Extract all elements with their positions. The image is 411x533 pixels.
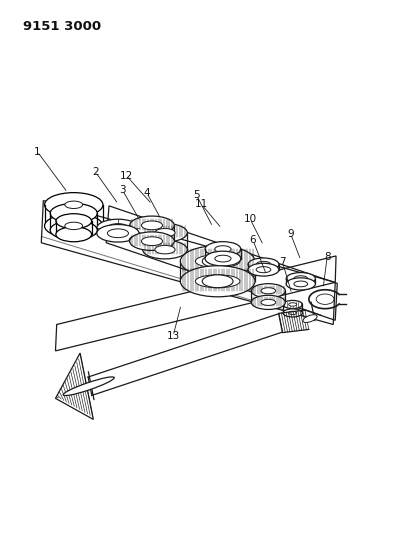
Ellipse shape [215,255,231,262]
Ellipse shape [294,281,308,287]
Text: 6: 6 [249,235,256,245]
Text: 7: 7 [279,257,286,267]
Ellipse shape [294,276,308,281]
Ellipse shape [303,314,317,322]
Ellipse shape [286,272,315,285]
Polygon shape [55,353,93,419]
Text: 5: 5 [193,190,200,200]
Ellipse shape [261,300,276,305]
Ellipse shape [50,220,97,240]
Ellipse shape [136,238,147,243]
Ellipse shape [205,241,241,256]
Ellipse shape [44,192,103,217]
Ellipse shape [205,251,241,266]
Ellipse shape [155,229,175,237]
Ellipse shape [289,311,297,314]
Text: 8: 8 [324,252,330,262]
Ellipse shape [180,266,255,297]
Ellipse shape [129,235,154,245]
Ellipse shape [256,266,271,273]
Ellipse shape [130,216,174,235]
Ellipse shape [97,219,139,237]
Ellipse shape [141,237,162,246]
Ellipse shape [256,261,271,268]
Ellipse shape [107,224,129,232]
Ellipse shape [130,232,174,251]
Ellipse shape [143,223,187,242]
Ellipse shape [251,295,285,310]
Ellipse shape [136,235,147,239]
Ellipse shape [289,303,297,306]
Text: 12: 12 [120,171,133,181]
Ellipse shape [143,240,187,259]
Ellipse shape [251,284,285,298]
Ellipse shape [155,245,175,254]
Ellipse shape [286,278,315,290]
Ellipse shape [44,214,103,238]
Ellipse shape [56,214,92,229]
Ellipse shape [56,227,92,242]
Text: 4: 4 [143,188,150,198]
Ellipse shape [248,263,279,276]
Ellipse shape [195,255,240,268]
Text: 9151 3000: 9151 3000 [23,20,101,33]
Text: 9: 9 [287,229,294,239]
Ellipse shape [180,246,255,277]
Ellipse shape [283,301,302,309]
Text: 13: 13 [166,331,180,341]
Ellipse shape [50,204,97,223]
Ellipse shape [195,275,240,288]
Ellipse shape [202,275,233,288]
Ellipse shape [65,201,83,208]
Text: 1: 1 [34,147,41,157]
Ellipse shape [63,377,114,395]
Ellipse shape [107,229,129,238]
Ellipse shape [202,255,233,268]
Ellipse shape [261,288,276,294]
Text: 3: 3 [119,185,126,195]
Ellipse shape [248,258,279,271]
Ellipse shape [129,232,154,242]
Ellipse shape [283,309,302,317]
Text: 2: 2 [92,166,99,176]
Text: 10: 10 [244,214,256,224]
Ellipse shape [215,246,231,253]
Ellipse shape [65,222,83,230]
Text: 11: 11 [195,199,208,209]
Ellipse shape [141,221,162,230]
Ellipse shape [97,224,139,242]
